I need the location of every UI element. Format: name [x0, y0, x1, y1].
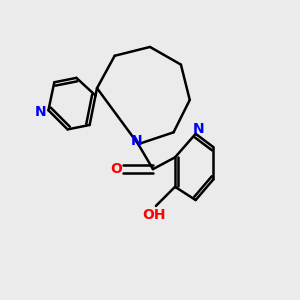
Text: N: N	[131, 134, 142, 148]
Text: N: N	[193, 122, 204, 136]
Text: N: N	[34, 105, 46, 119]
Text: O: O	[110, 162, 122, 176]
Text: OH: OH	[143, 208, 166, 222]
